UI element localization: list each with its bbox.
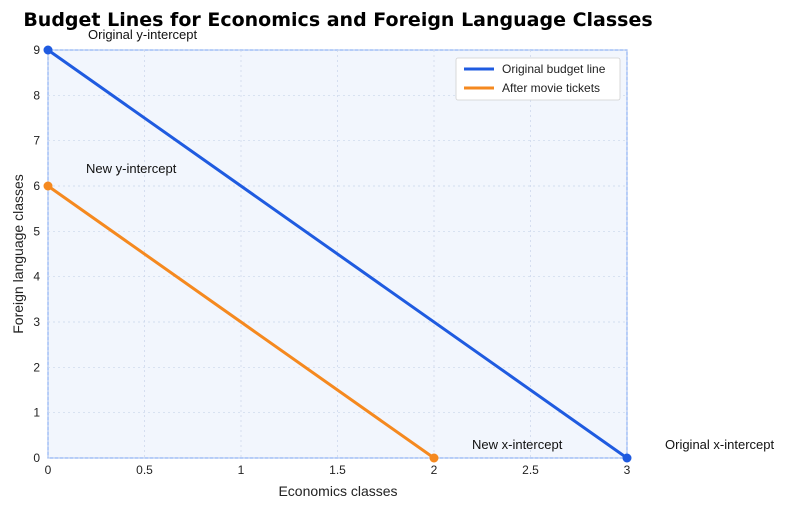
annotation-label: New x-intercept [472, 437, 563, 452]
intercept-point [43, 181, 53, 191]
series-line [46, 48, 629, 460]
chart-title: Budget Lines for Economics and Foreign L… [23, 9, 652, 31]
series-layer [43, 45, 632, 463]
x-tick-label: 0 [45, 463, 52, 477]
y-tick-label: 4 [33, 270, 40, 284]
y-tick-label: 1 [33, 406, 40, 420]
legend-label: Original budget line [502, 62, 606, 76]
y-tick-label: 7 [33, 134, 40, 148]
y-tick-label: 0 [33, 451, 40, 465]
x-axis-ticks: 0 0.5 1 1.5 2 2.5 3 [45, 463, 631, 477]
legend-label: After movie tickets [502, 81, 600, 95]
y-tick-label: 2 [33, 360, 40, 374]
x-axis-label: Economics classes [278, 483, 397, 499]
y-axis-ticks: 0 1 2 3 4 5 6 7 8 9 [33, 43, 40, 465]
annotations: Original y-intercept New y-intercept New x… [86, 27, 774, 452]
annotation-label: New y-intercept [86, 161, 177, 176]
intercept-point [622, 453, 632, 463]
x-tick-label: 1.5 [329, 463, 346, 477]
x-tick-label: 2 [431, 463, 438, 477]
y-tick-label: 6 [33, 179, 40, 193]
series-line [46, 184, 436, 460]
grid [47, 49, 628, 459]
y-tick-label: 3 [33, 315, 40, 329]
x-tick-label: 0.5 [136, 463, 153, 477]
y-axis-label: Foreign language classes [10, 174, 26, 334]
annotation-label: Original y-intercept [88, 27, 197, 42]
intercept-point [43, 45, 53, 55]
x-tick-label: 1 [238, 463, 245, 477]
x-tick-label: 3 [624, 463, 631, 477]
legend: Original budget line After movie tickets [455, 57, 621, 101]
y-tick-label: 8 [33, 88, 40, 102]
legend-box [455, 57, 621, 101]
annotation-label: Original x-intercept [665, 437, 774, 452]
intercept-point [429, 453, 439, 463]
x-tick-label: 2.5 [522, 463, 539, 477]
y-tick-label: 9 [33, 43, 40, 57]
y-tick-label: 5 [33, 224, 40, 238]
